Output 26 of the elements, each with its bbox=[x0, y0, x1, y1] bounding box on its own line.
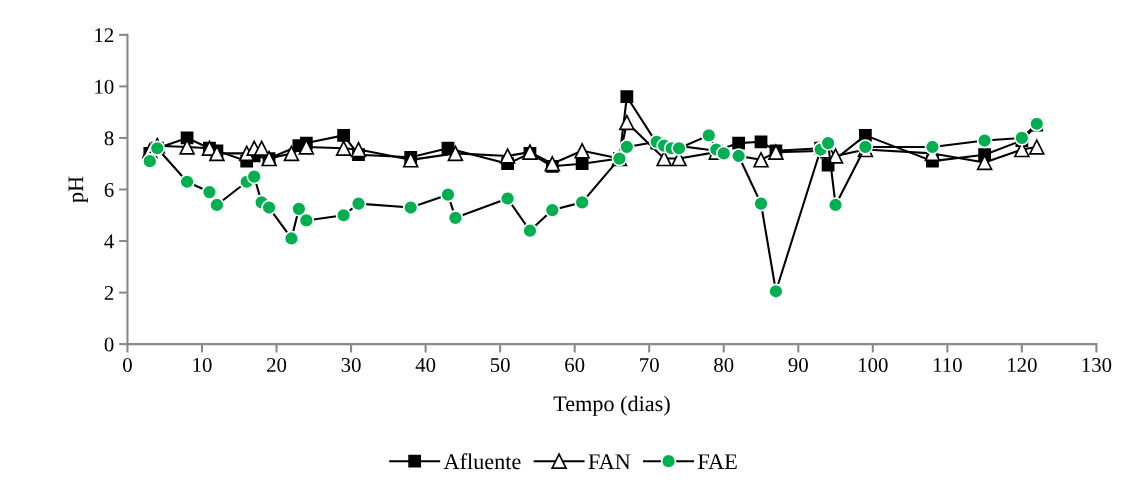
y-tick-label: 0 bbox=[104, 337, 114, 352]
x-tick-label: 90 bbox=[788, 357, 808, 372]
y-tick-label: 12 bbox=[95, 28, 114, 43]
x-tick-label: 30 bbox=[341, 357, 361, 372]
y-tick-label: 10 bbox=[95, 79, 114, 94]
x-tick-label: 100 bbox=[859, 357, 888, 372]
x-tick-label: 80 bbox=[714, 357, 734, 372]
x-tick-label: 40 bbox=[415, 357, 436, 372]
x-tick-label: 50 bbox=[490, 357, 510, 372]
x-tick-label: 10 bbox=[193, 357, 212, 372]
legend-label: FAE bbox=[698, 454, 737, 469]
x-tick-label: 130 bbox=[1082, 357, 1112, 372]
x-tick-label: 60 bbox=[565, 357, 585, 372]
legend-label: Afluente bbox=[443, 453, 521, 470]
y-tick-label: 8 bbox=[104, 131, 114, 146]
x-tick-label: 70 bbox=[640, 357, 659, 372]
y-tick-label: 2 bbox=[104, 286, 114, 300]
y-axis-title: pH bbox=[68, 176, 88, 203]
legend-label: FAN bbox=[588, 454, 631, 469]
x-tick-label: 0 bbox=[123, 357, 132, 372]
y-tick-label: 4 bbox=[104, 234, 114, 249]
x-tick-label: 120 bbox=[1008, 357, 1037, 372]
x-tick-label: 20 bbox=[267, 357, 287, 372]
x-tick-label: 110 bbox=[933, 357, 962, 372]
y-tick-label: 6 bbox=[104, 182, 114, 197]
x-axis-title: Tempo (dias) bbox=[553, 395, 670, 416]
